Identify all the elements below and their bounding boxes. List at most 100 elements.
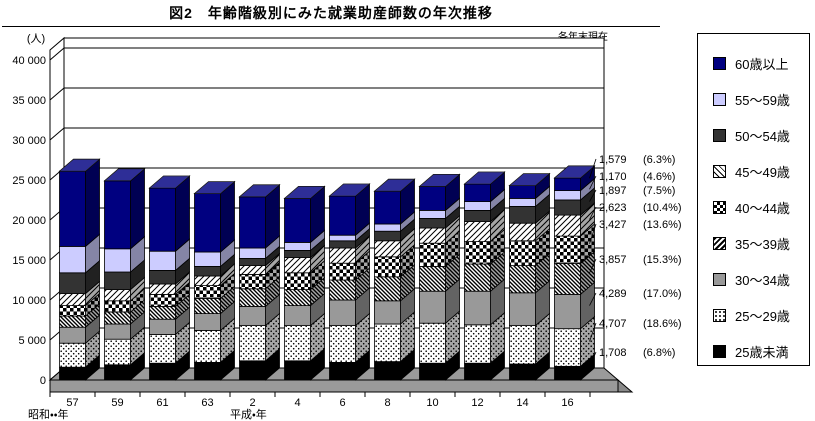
bar-segment-side-shade	[220, 350, 235, 380]
bar-segment-front	[59, 293, 86, 307]
bar-segment-side-shade	[85, 304, 100, 328]
bar-segment-side-shade	[265, 348, 280, 380]
bar-segment-side-shade	[175, 294, 190, 320]
bar-segment-front	[464, 221, 491, 243]
bar-segment-side-shade	[535, 313, 550, 364]
bar-segment-front	[194, 285, 221, 299]
callout-percent: (6.8%)	[643, 347, 675, 359]
bar-segment-front	[509, 222, 536, 242]
bar-segment-side-shade	[535, 211, 550, 241]
bar-segment-front	[104, 180, 131, 250]
bar-segment-front	[554, 365, 581, 381]
callout-percent: (13.6%)	[643, 219, 682, 231]
bar-segment-side-shade	[265, 262, 280, 289]
bar-segment-side-shade	[130, 288, 145, 312]
bar-segment-front	[239, 196, 266, 249]
bar-segment-front	[104, 338, 131, 366]
bar-segment-front	[419, 362, 446, 381]
bar-segment-front	[59, 305, 86, 317]
callout-line	[589, 158, 597, 179]
bar-segment-front	[284, 272, 311, 290]
bar-segment-front	[509, 240, 536, 267]
legend-item-30-34: 30〜34歳	[698, 261, 809, 297]
bar-segment-side-shade	[130, 168, 145, 249]
bar-segment-side-shade	[400, 244, 415, 277]
callout-line	[589, 351, 597, 368]
bar-segment-front	[509, 325, 536, 365]
x-tick-label: 6	[339, 397, 345, 409]
bar-segment-side-shade	[490, 279, 505, 325]
bar-segment-side-shade	[445, 311, 460, 364]
legend-item-40-44: 40〜44歳	[698, 189, 809, 225]
bar-segment-side-shade	[580, 224, 595, 264]
bar-top-face	[463, 171, 506, 185]
bar-top-shine	[194, 181, 235, 194]
bar-segment-front	[554, 235, 581, 264]
chart-title: 図2 年齢階級別にみた就業助産師数の年次推移	[169, 5, 493, 21]
bar-segment-front	[59, 245, 86, 274]
x-tick-label: 57	[66, 397, 78, 409]
bar-segment-side-shade	[355, 268, 370, 300]
bar-segment-front	[464, 362, 491, 381]
bar-segment-side-shade	[580, 316, 595, 367]
y-tick-label: 0	[40, 375, 46, 387]
x-tick-label: 8	[384, 397, 390, 409]
bar-segment-front	[239, 325, 266, 362]
bar-segment-side-shade	[220, 240, 235, 267]
bar-segment-side-shade	[400, 288, 415, 324]
bar-segment-side-shade	[355, 236, 370, 264]
bar-segment-side-shade	[130, 277, 145, 301]
bar-segment-front	[329, 325, 356, 363]
bar-segment-side-shade	[130, 236, 145, 272]
x-tick-label: 4	[294, 397, 300, 409]
bar-segment-side-shade	[310, 238, 325, 258]
callout-line	[589, 322, 597, 342]
legend-item-25-29: 25〜29歳	[698, 297, 809, 333]
legend-label: 50〜54歳	[735, 128, 790, 144]
bar-segment-side-shade	[490, 312, 505, 364]
x-tick-label: 61	[156, 397, 168, 409]
legend-item-35-39: 35〜39歳	[698, 225, 809, 261]
bar-segment-side-shade	[490, 172, 505, 202]
bar-segment-side-shade	[580, 282, 595, 329]
bar-segment-front	[104, 248, 131, 273]
bar-segment-side-shade	[265, 253, 280, 275]
bar-segment-side-shade	[265, 294, 280, 326]
legend-label: 40〜44歳	[735, 200, 790, 216]
bar-segment-side-shade	[310, 277, 325, 306]
bar-segment-front	[374, 323, 401, 362]
bar-segment-front	[554, 190, 581, 201]
bar-segment-side-shade	[490, 209, 505, 242]
callout-line	[589, 189, 597, 202]
bar-segment-front	[329, 361, 356, 381]
bar-segment-front	[194, 361, 221, 381]
bar-segment-front	[464, 209, 491, 222]
bar-segment-front	[509, 205, 536, 224]
bar-segment-side-shade	[130, 352, 145, 380]
callout-line	[589, 175, 597, 190]
bar-segment-side-shade	[490, 351, 505, 380]
bar-segment-side-shade	[85, 281, 100, 306]
swatch-gray-icon	[713, 272, 726, 286]
bar-segment-front	[329, 279, 356, 301]
bar-segment-side-shade	[310, 293, 325, 326]
callout-percent: (15.3%)	[643, 254, 682, 266]
bar-segment-side-shade	[400, 312, 415, 362]
y-axis-tick	[49, 127, 65, 141]
bar-segment-side-shade	[310, 348, 325, 380]
callout-line	[589, 292, 597, 306]
bar-segment-front	[149, 362, 176, 381]
bar-segment-side-shade	[355, 228, 370, 248]
bar-segment-side-shade	[580, 178, 595, 200]
bar-segment-side-shade	[400, 228, 415, 257]
bar-segment-side-shade	[490, 252, 505, 292]
bar-segment-front	[464, 183, 491, 203]
y-axis-unit-label: (人)	[27, 33, 45, 45]
callout-percent: (6.3%)	[643, 154, 675, 166]
bar-segment-front	[104, 311, 131, 325]
bar-segment-side-shade	[580, 354, 595, 380]
bar-segment-side-shade	[220, 318, 235, 363]
bar-top-face	[193, 181, 236, 195]
bar-segment-front	[194, 265, 221, 277]
bar-segment-side-shade	[535, 186, 550, 207]
